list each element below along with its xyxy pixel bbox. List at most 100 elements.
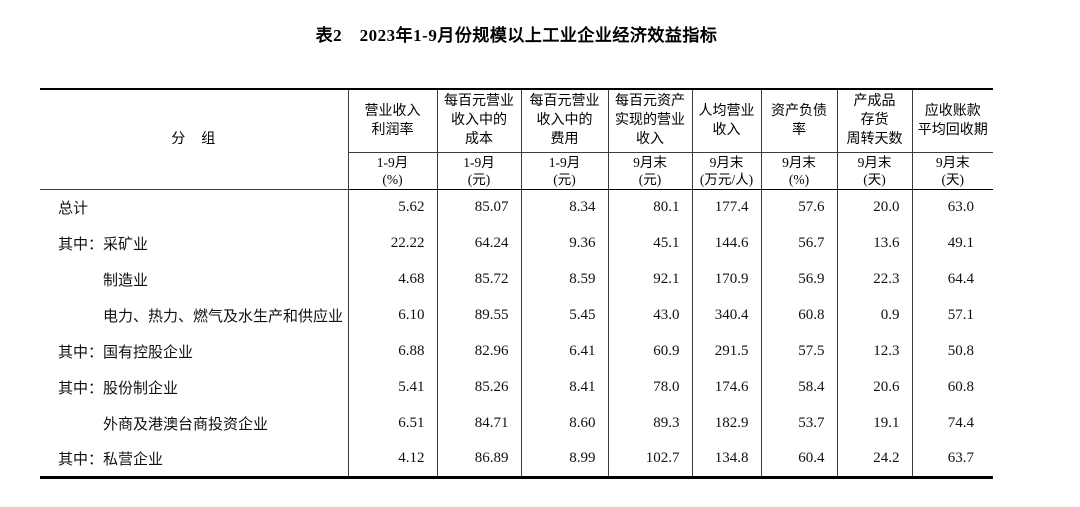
document-body: 表2 2023年1-9月份规模以上工业企业经济效益指标 分 组 营业收入 利润率… bbox=[40, 0, 993, 479]
row-label: 外商及港澳台商投资企业 bbox=[103, 416, 269, 433]
value-cell: 85.72 bbox=[436, 261, 521, 297]
column-header: 每百元营业 收入中的 成本 bbox=[436, 89, 521, 153]
row-label: 制造业 bbox=[103, 272, 149, 289]
value-cell: 170.9 bbox=[691, 261, 761, 297]
value-cell: 20.6 bbox=[836, 369, 912, 405]
column-subheader: 1-9月 (%) bbox=[347, 152, 437, 190]
row-label: 电力、热力、燃气及水生产和供应业 bbox=[103, 308, 344, 325]
value-cell: 8.34 bbox=[520, 189, 608, 225]
column-header: 每百元资产 实现的营业 收入 bbox=[607, 89, 692, 153]
column-subheader: 9月末 (天) bbox=[911, 152, 993, 190]
value-cell: 134.8 bbox=[691, 441, 761, 477]
value-cell: 84.71 bbox=[436, 405, 521, 441]
row-label: 其中：股份制企业 bbox=[58, 380, 179, 397]
table-row: 外商及港澳台商投资企业 6.51 84.71 8.60 89.3 182.9 5… bbox=[40, 405, 993, 441]
column-header: 产成品 存货 周转天数 bbox=[836, 89, 912, 153]
value-cell: 63.0 bbox=[911, 189, 993, 225]
column-subheader: 9月末 (万元/人) bbox=[691, 152, 761, 190]
table-body: 总计 5.62 85.07 8.34 80.1 177.4 57.6 20.0 … bbox=[40, 189, 993, 477]
value-cell: 177.4 bbox=[691, 189, 761, 225]
value-cell: 22.3 bbox=[836, 261, 912, 297]
row-label: 其中：国有控股企业 bbox=[58, 344, 194, 361]
value-cell: 50.8 bbox=[911, 333, 993, 369]
value-cell: 57.6 bbox=[760, 189, 837, 225]
value-cell: 4.12 bbox=[347, 441, 437, 477]
row-label: 其中：采矿业 bbox=[58, 236, 149, 253]
header-row-periods: 1-9月 (%) 1-9月 (元) 1-9月 (元) 9月末 (元) 9月末 (… bbox=[40, 152, 993, 190]
table-row: 总计 5.62 85.07 8.34 80.1 177.4 57.6 20.0 … bbox=[40, 189, 993, 225]
value-cell: 5.62 bbox=[347, 189, 437, 225]
value-cell: 86.89 bbox=[436, 441, 521, 477]
value-cell: 22.22 bbox=[347, 225, 437, 261]
value-cell: 8.60 bbox=[520, 405, 608, 441]
value-cell: 8.59 bbox=[520, 261, 608, 297]
value-cell: 85.26 bbox=[436, 369, 521, 405]
header-row-metrics: 分 组 营业收入 利润率 每百元营业 收入中的 成本 每百元营业 收入中的 费用… bbox=[40, 89, 993, 190]
value-cell: 19.1 bbox=[836, 405, 912, 441]
column-header-group: 分 组 bbox=[40, 89, 348, 190]
value-cell: 85.07 bbox=[436, 189, 521, 225]
value-cell: 53.7 bbox=[760, 405, 837, 441]
value-cell: 63.7 bbox=[911, 441, 993, 477]
table-row: 其中：私营企业 4.12 86.89 8.99 102.7 134.8 60.4… bbox=[40, 441, 993, 477]
value-cell: 13.6 bbox=[836, 225, 912, 261]
column-header: 每百元营业 收入中的 费用 bbox=[520, 89, 608, 153]
value-cell: 64.24 bbox=[436, 225, 521, 261]
value-cell: 60.8 bbox=[911, 369, 993, 405]
value-cell: 6.51 bbox=[347, 405, 437, 441]
table-header: 分 组 营业收入 利润率 每百元营业 收入中的 成本 每百元营业 收入中的 费用… bbox=[40, 89, 993, 190]
value-cell: 12.3 bbox=[836, 333, 912, 369]
column-subheader: 9月末 (%) bbox=[760, 152, 837, 190]
value-cell: 5.45 bbox=[520, 297, 608, 333]
column-subheader: 9月末 (天) bbox=[836, 152, 912, 190]
value-cell: 174.6 bbox=[691, 369, 761, 405]
value-cell: 20.0 bbox=[836, 189, 912, 225]
table-row: 其中：采矿业 22.22 64.24 9.36 45.1 144.6 56.7 … bbox=[40, 225, 993, 261]
value-cell: 8.99 bbox=[520, 441, 608, 477]
table-row: 其中：股份制企业 5.41 85.26 8.41 78.0 174.6 58.4… bbox=[40, 369, 993, 405]
value-cell: 49.1 bbox=[911, 225, 993, 261]
value-cell: 144.6 bbox=[691, 225, 761, 261]
value-cell: 291.5 bbox=[691, 333, 761, 369]
value-cell: 58.4 bbox=[760, 369, 837, 405]
row-label: 总计 bbox=[58, 200, 89, 217]
value-cell: 24.2 bbox=[836, 441, 912, 477]
value-cell: 60.9 bbox=[607, 333, 692, 369]
value-cell: 6.41 bbox=[520, 333, 608, 369]
value-cell: 43.0 bbox=[607, 297, 692, 333]
column-header: 资产负债 率 bbox=[760, 89, 837, 153]
value-cell: 8.41 bbox=[520, 369, 608, 405]
indicators-table: 分 组 营业收入 利润率 每百元营业 收入中的 成本 每百元营业 收入中的 费用… bbox=[40, 88, 993, 479]
value-cell: 340.4 bbox=[691, 297, 761, 333]
value-cell: 57.1 bbox=[911, 297, 993, 333]
column-header: 应收账款 平均回收期 bbox=[911, 89, 993, 153]
value-cell: 82.96 bbox=[436, 333, 521, 369]
value-cell: 64.4 bbox=[911, 261, 993, 297]
value-cell: 89.3 bbox=[607, 405, 692, 441]
value-cell: 56.7 bbox=[760, 225, 837, 261]
value-cell: 9.36 bbox=[520, 225, 608, 261]
table-row: 制造业 4.68 85.72 8.59 92.1 170.9 56.9 22.3… bbox=[40, 261, 993, 297]
table-row: 电力、热力、燃气及水生产和供应业 6.10 89.55 5.45 43.0 34… bbox=[40, 297, 993, 333]
value-cell: 92.1 bbox=[607, 261, 692, 297]
table-row: 其中：国有控股企业 6.88 82.96 6.41 60.9 291.5 57.… bbox=[40, 333, 993, 369]
value-cell: 45.1 bbox=[607, 225, 692, 261]
value-cell: 80.1 bbox=[607, 189, 692, 225]
value-cell: 4.68 bbox=[347, 261, 437, 297]
value-cell: 60.4 bbox=[760, 441, 837, 477]
value-cell: 57.5 bbox=[760, 333, 837, 369]
value-cell: 102.7 bbox=[607, 441, 692, 477]
column-subheader: 1-9月 (元) bbox=[520, 152, 608, 190]
column-subheader: 1-9月 (元) bbox=[436, 152, 521, 190]
value-cell: 56.9 bbox=[760, 261, 837, 297]
value-cell: 74.4 bbox=[911, 405, 993, 441]
value-cell: 89.55 bbox=[436, 297, 521, 333]
column-header: 营业收入 利润率 bbox=[347, 89, 437, 153]
value-cell: 5.41 bbox=[347, 369, 437, 405]
value-cell: 6.10 bbox=[347, 297, 437, 333]
table-title: 表2 2023年1-9月份规模以上工业企业经济效益指标 bbox=[315, 26, 718, 45]
value-cell: 0.9 bbox=[836, 297, 912, 333]
value-cell: 182.9 bbox=[691, 405, 761, 441]
value-cell: 60.8 bbox=[760, 297, 837, 333]
